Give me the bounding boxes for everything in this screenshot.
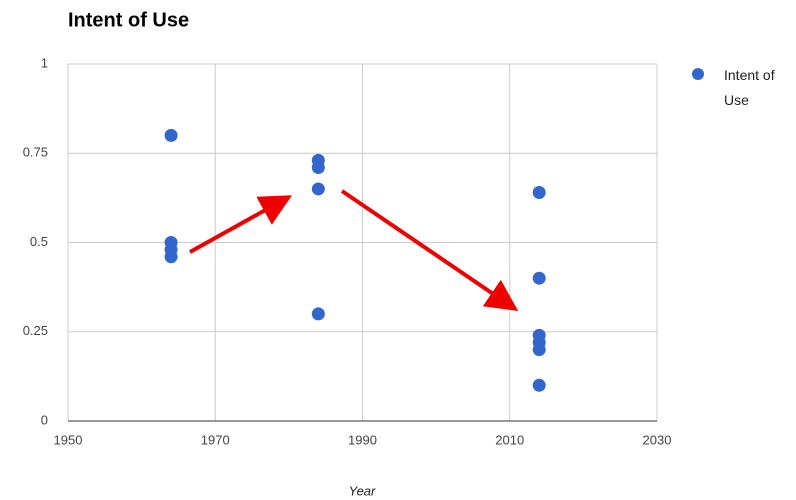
points	[164, 128, 546, 392]
annotation-arrows	[189, 189, 519, 312]
point	[311, 161, 325, 175]
arrow	[189, 195, 292, 254]
chart-title: Intent of Use	[68, 9, 189, 31]
y-tick-label: 0.75	[23, 145, 48, 160]
x-tick-label: 2030	[643, 432, 672, 447]
point	[164, 250, 178, 264]
point	[311, 182, 325, 196]
x-tick-label: 2010	[495, 432, 524, 447]
y-tick-label: 0.5	[30, 234, 48, 249]
x-tick-label: 1950	[54, 432, 83, 447]
y-tick-label: 1	[41, 55, 48, 70]
point	[311, 307, 325, 321]
legend-label: Intent of Use	[724, 67, 775, 108]
point	[532, 378, 546, 392]
legend: Intent of Use	[692, 63, 796, 113]
grid: 0 0.25 0.5 0.75 1 1950 1970 1990 2010 2030	[23, 55, 672, 447]
x-tick-label: 1990	[348, 432, 377, 447]
x-tick-label: 1970	[201, 432, 230, 447]
arrow	[340, 189, 519, 312]
point	[532, 186, 546, 200]
x-axis-title: Year	[349, 483, 376, 498]
point	[532, 271, 546, 285]
point	[532, 343, 546, 357]
legend-swatch	[692, 68, 704, 80]
point	[164, 128, 178, 142]
y-tick-label: 0	[41, 412, 48, 427]
y-tick-label: 0.25	[23, 323, 48, 338]
